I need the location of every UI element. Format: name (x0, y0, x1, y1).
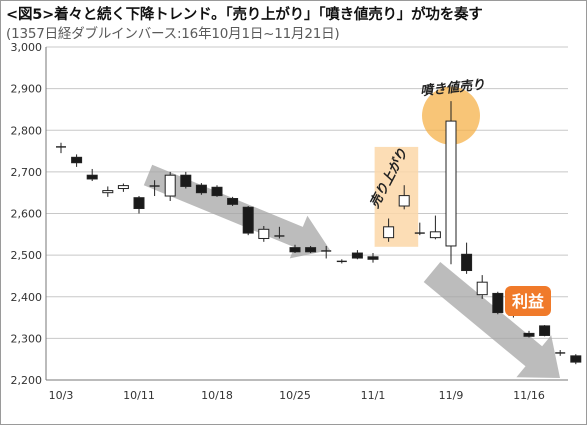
candle-body (461, 253, 473, 272)
candle-body (102, 190, 114, 194)
x-tick-label: 10/3 (49, 389, 74, 402)
candle (133, 196, 145, 214)
candle (289, 244, 301, 254)
candle-body (398, 195, 410, 207)
x-tick-label: 11/16 (513, 389, 545, 402)
candle-body (476, 281, 488, 296)
candle-body (492, 292, 504, 314)
y-tick-label: 2,900 (11, 83, 43, 96)
x-tick-label: 10/25 (279, 389, 311, 402)
candle (164, 171, 176, 202)
candle-body (211, 186, 223, 197)
candle (336, 259, 347, 264)
y-tick-label: 2,400 (11, 291, 43, 304)
candle-body (227, 198, 239, 205)
candle-body (86, 174, 98, 180)
x-tick-label: 10/18 (201, 389, 233, 402)
candle-body (195, 184, 207, 194)
trend-arrows (143, 164, 560, 378)
candle (305, 245, 317, 254)
y-tick-label: 3,000 (11, 41, 43, 54)
sell-up-highlight (374, 146, 419, 247)
candle-body (71, 156, 83, 164)
x-tick-label: 11/1 (361, 389, 386, 402)
candle (539, 325, 551, 337)
x-tick-label: 10/11 (123, 389, 155, 402)
candle-body (523, 332, 535, 337)
candle-body (242, 206, 254, 234)
spike-sell-label: 噴き値売り (419, 77, 485, 100)
candle (117, 183, 129, 192)
candle-body (383, 226, 395, 239)
x-tick-label: 11/9 (439, 389, 464, 402)
candle-body (305, 247, 317, 253)
candle (102, 186, 114, 197)
candle (555, 350, 566, 356)
candle-body (539, 325, 551, 336)
y-tick-label: 2,800 (11, 124, 43, 137)
candle (398, 185, 410, 210)
trend-arrow-2 (423, 262, 560, 378)
candle-body (367, 256, 379, 260)
grid (46, 46, 568, 381)
candle-body (351, 252, 363, 259)
candle (56, 142, 66, 154)
candle (383, 218, 395, 242)
candle (523, 330, 535, 338)
candle-body (429, 231, 441, 239)
axes: 2,200 2,300 2,400 2,500 2,600 2,700 2,800 2,900… (11, 41, 568, 402)
candle (461, 242, 473, 274)
candle (321, 245, 332, 259)
candle (258, 225, 270, 242)
candle (414, 222, 425, 236)
candle (71, 154, 83, 167)
y-tick-label: 2,300 (11, 332, 43, 345)
candle-body (445, 120, 457, 247)
candles (56, 101, 582, 365)
y-tick-label: 2,600 (11, 208, 43, 221)
candle-body (133, 197, 145, 210)
candle-body (289, 247, 301, 253)
candle (242, 206, 254, 236)
candle (570, 354, 582, 365)
candle (351, 250, 363, 260)
candle-body (117, 185, 129, 190)
highlights (374, 86, 480, 247)
y-tick-label: 2,700 (11, 166, 43, 179)
trend-arrow-1 (143, 164, 330, 259)
candle (195, 183, 207, 195)
candle-body (164, 174, 176, 197)
candle (180, 171, 192, 189)
candle (86, 168, 98, 182)
candle-body (570, 355, 582, 363)
candle (227, 196, 239, 207)
y-tick-label: 2,500 (11, 249, 43, 262)
candle (274, 226, 285, 239)
candle (445, 101, 457, 265)
chart-subtitle: (1357日経ダブルインバース:16年10月1日~11月21日) (6, 26, 340, 42)
candle-body (258, 228, 270, 239)
y-tick-label: 2,200 (11, 374, 43, 387)
candle (149, 180, 160, 197)
candle (429, 215, 441, 240)
candle-body (180, 174, 192, 187)
chart-title: <図5>着々と続く下降トレンド。「売り上がり」「噴き値売り」が功を奏す (6, 7, 483, 23)
candle (211, 185, 223, 197)
profit-label: 利益 (512, 292, 544, 311)
candle (476, 275, 488, 299)
candle (367, 253, 379, 263)
candle (492, 291, 504, 315)
profit-badge (505, 286, 551, 316)
